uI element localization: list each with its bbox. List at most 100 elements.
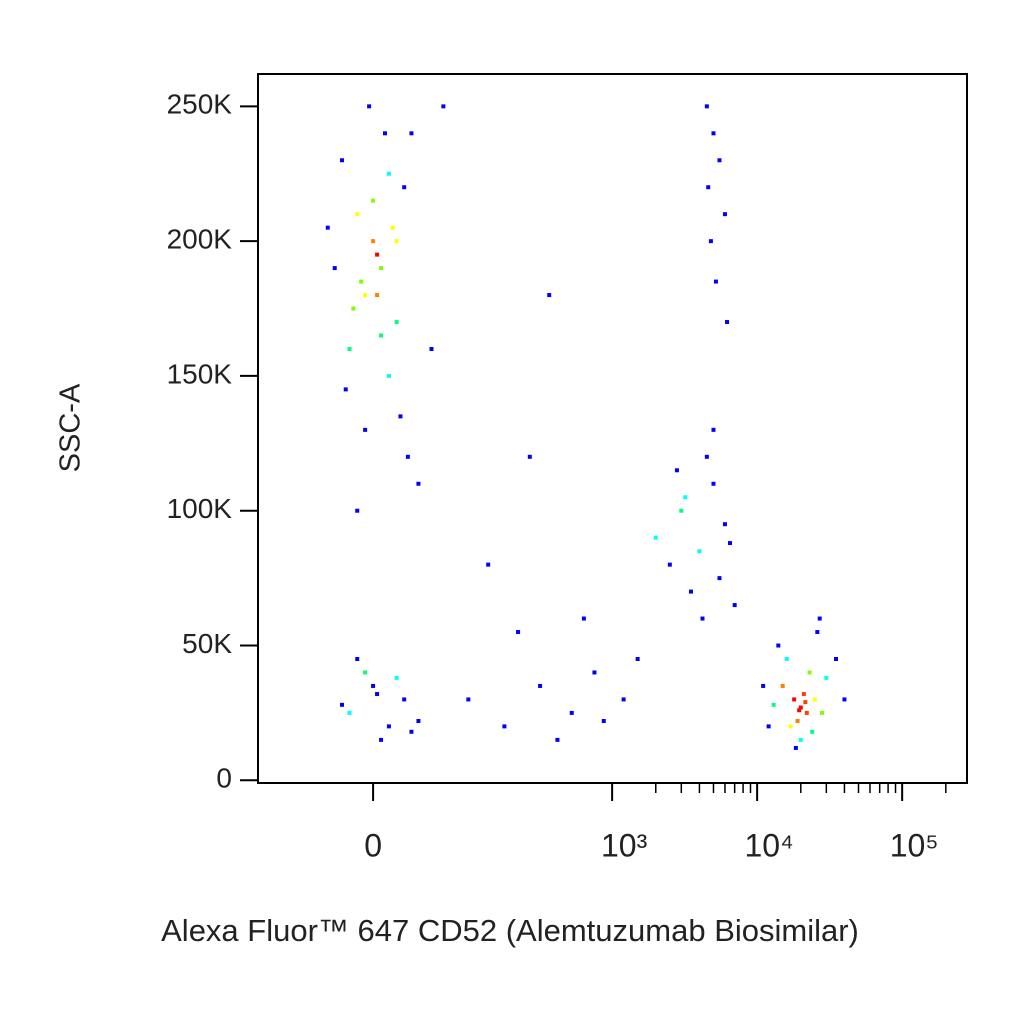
point bbox=[363, 293, 368, 298]
y-tick-label: 50K bbox=[182, 628, 232, 659]
point bbox=[812, 697, 817, 702]
y-axis-label: SSC-A bbox=[55, 383, 87, 472]
point bbox=[416, 718, 421, 723]
point bbox=[375, 692, 380, 697]
y-tick-label: 150K bbox=[167, 358, 233, 389]
point bbox=[355, 656, 360, 661]
point bbox=[332, 266, 337, 271]
point bbox=[784, 656, 789, 661]
point bbox=[402, 185, 407, 190]
point bbox=[386, 724, 391, 729]
point bbox=[398, 414, 403, 419]
point bbox=[635, 656, 640, 661]
point bbox=[409, 729, 414, 734]
point bbox=[375, 252, 380, 257]
point bbox=[371, 198, 376, 203]
point bbox=[429, 346, 434, 351]
point bbox=[569, 710, 574, 715]
point bbox=[486, 562, 491, 567]
point bbox=[817, 616, 822, 621]
point bbox=[394, 675, 399, 680]
point bbox=[704, 454, 709, 459]
point bbox=[347, 710, 352, 715]
point bbox=[793, 745, 798, 750]
point bbox=[371, 683, 376, 688]
point bbox=[711, 427, 716, 432]
point bbox=[797, 708, 802, 713]
point bbox=[339, 702, 344, 707]
point bbox=[355, 212, 360, 217]
point bbox=[390, 225, 395, 230]
point bbox=[667, 562, 672, 567]
point bbox=[722, 212, 727, 217]
point bbox=[771, 702, 776, 707]
point bbox=[807, 670, 812, 675]
point bbox=[700, 616, 705, 621]
point bbox=[653, 535, 658, 540]
point bbox=[792, 697, 797, 702]
point bbox=[788, 724, 793, 729]
point bbox=[795, 718, 800, 723]
point bbox=[713, 279, 718, 284]
point bbox=[804, 710, 809, 715]
point bbox=[711, 481, 716, 486]
point bbox=[363, 670, 368, 675]
point bbox=[379, 266, 384, 271]
point bbox=[689, 589, 694, 594]
point bbox=[819, 710, 824, 715]
point bbox=[502, 724, 507, 729]
point bbox=[621, 697, 626, 702]
y-tick-label: 250K bbox=[167, 89, 233, 120]
point bbox=[379, 737, 384, 742]
point bbox=[706, 185, 711, 190]
point bbox=[798, 737, 803, 742]
point bbox=[761, 683, 766, 688]
point bbox=[766, 724, 771, 729]
point bbox=[824, 675, 829, 680]
point bbox=[416, 481, 421, 486]
point bbox=[697, 549, 702, 554]
point bbox=[780, 683, 785, 688]
point bbox=[359, 279, 364, 284]
point bbox=[347, 346, 352, 351]
point bbox=[834, 656, 839, 661]
point bbox=[538, 683, 543, 688]
point bbox=[711, 131, 716, 136]
point bbox=[704, 104, 709, 109]
y-tick-label: 0 bbox=[216, 763, 232, 794]
point bbox=[581, 616, 586, 621]
point bbox=[383, 131, 388, 136]
point bbox=[394, 320, 399, 325]
point bbox=[386, 373, 391, 378]
point bbox=[339, 158, 344, 163]
point bbox=[355, 508, 360, 513]
point bbox=[717, 158, 722, 163]
point bbox=[547, 293, 552, 298]
point bbox=[367, 104, 372, 109]
point bbox=[728, 541, 733, 546]
x-tick-label: 10⁴ bbox=[744, 827, 793, 863]
point bbox=[405, 454, 410, 459]
point bbox=[722, 522, 727, 527]
point bbox=[394, 239, 399, 244]
point bbox=[798, 705, 803, 710]
point bbox=[351, 306, 356, 311]
point bbox=[343, 387, 348, 392]
point bbox=[725, 320, 730, 325]
point bbox=[409, 131, 414, 136]
point bbox=[815, 630, 820, 635]
point bbox=[555, 737, 560, 742]
y-tick-label: 100K bbox=[167, 493, 233, 524]
point bbox=[386, 171, 391, 176]
point bbox=[683, 495, 688, 500]
point bbox=[810, 729, 815, 734]
point bbox=[674, 468, 679, 473]
point bbox=[732, 603, 737, 608]
point bbox=[402, 697, 407, 702]
x-tick-label: 10⁵ bbox=[890, 827, 939, 863]
point bbox=[708, 239, 713, 244]
point bbox=[717, 576, 722, 581]
point bbox=[776, 643, 781, 648]
y-tick-label: 200K bbox=[167, 224, 233, 255]
